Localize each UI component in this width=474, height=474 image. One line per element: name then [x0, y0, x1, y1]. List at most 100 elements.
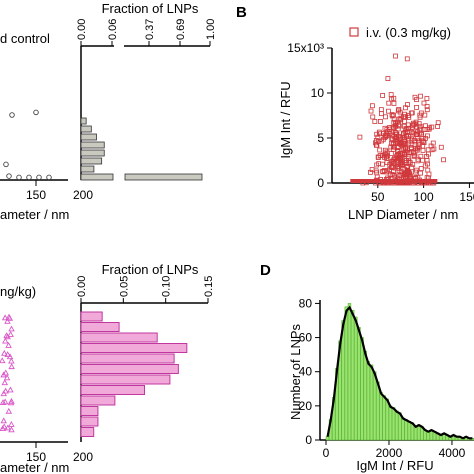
panel-b-point — [425, 147, 431, 153]
panel-c-hist-ticks: 0.00 0.05 0.10 0.15 — [76, 276, 215, 303]
panel-c-hist-bar — [80, 322, 120, 332]
panel-b-point — [389, 112, 395, 118]
panel-b-point — [382, 151, 388, 157]
panel-c-hist-bar — [80, 332, 158, 343]
panel-b-xtick-label: 100 — [414, 190, 434, 204]
panel-b-point — [404, 56, 410, 62]
panel-d-bar — [369, 364, 374, 441]
panel-b-xtick-label: 150 — [459, 190, 474, 204]
panel-c-hist-bar — [80, 416, 99, 427]
panel-b-point — [396, 107, 402, 112]
panel-c-point — [4, 333, 11, 340]
panel-b-point — [398, 141, 404, 147]
panel-d-bar — [350, 309, 355, 441]
panel-c-point — [8, 426, 15, 433]
panel-b-point — [413, 121, 419, 127]
panel-b-point — [415, 156, 421, 162]
panel-b-point — [385, 153, 390, 159]
panel-b-point — [405, 149, 411, 155]
panel-d-bar — [407, 420, 412, 441]
panel-c-point — [5, 341, 12, 348]
panel-c-point — [2, 387, 9, 394]
panel-b-point — [400, 131, 406, 137]
panel-b-point — [375, 134, 381, 140]
panel-a-histogram: Fraction of LNPs 0.00 0.06 0.37 0.69 1.00 20… — [73, 1, 217, 202]
panel-a-hist-bar — [80, 149, 105, 157]
panel-b-point — [391, 95, 397, 101]
panel-b-ytick-label: 0 — [317, 176, 324, 190]
panel-b-point — [416, 121, 422, 127]
panel-c-hist-tick-label: 0.15 — [203, 276, 215, 297]
panel-b-label: B — [236, 4, 247, 21]
panel-c-hist-bar — [80, 353, 175, 364]
panel-d-fit-line — [326, 305, 473, 440]
panel-a-point — [46, 174, 52, 181]
panel-c-hist-title: Fraction of LNPs — [102, 262, 199, 277]
panel-b-point — [402, 145, 408, 151]
panel-b-ytick-label: 5 — [317, 131, 324, 145]
panel-b-point — [391, 112, 396, 118]
panel-b-point — [397, 150, 403, 156]
panel-d-ytick-label: 40 — [299, 365, 313, 379]
panel-b-ytick-label: 15x10³ — [287, 41, 324, 55]
panel-c-hist-bar — [80, 311, 103, 322]
panel-b-point — [398, 135, 403, 141]
panel-b-point — [405, 113, 411, 118]
panel-c-hist-tick-label: 0.00 — [76, 276, 88, 297]
panel-b-point — [401, 138, 407, 144]
panel-c-hist-bar — [80, 385, 145, 395]
panel-b-point — [425, 133, 430, 139]
panel-d-bar — [354, 316, 358, 441]
panel-d-bar — [347, 303, 352, 441]
panel-b-point — [426, 126, 432, 132]
panel-b-point — [424, 104, 430, 109]
panel-c-hist-bar — [80, 364, 179, 374]
panel-c-point — [8, 363, 15, 370]
panel-b-point — [375, 154, 381, 160]
panel-b-point — [388, 92, 394, 97]
panel-b-point — [418, 170, 423, 176]
panel-b-point — [384, 131, 389, 137]
panel-b-point — [441, 157, 446, 163]
panel-b-point — [405, 156, 411, 162]
panel-d-bar — [366, 361, 371, 441]
panel-b-point — [414, 97, 419, 103]
panel-c-scatter: ng/kg) 150 ameter / nm — [0, 284, 69, 474]
panel-d-label: D — [260, 262, 271, 279]
panel-b-point — [418, 153, 424, 159]
panel-b-point — [401, 114, 406, 120]
panel-c-hist-bar — [80, 343, 188, 353]
panel-b-point — [410, 161, 416, 167]
panel-d-histogram: D Number of LNPs 0 2000 4000 0 20 40 60 80 IgM … — [260, 262, 474, 473]
panel-b-point — [412, 145, 418, 151]
panel-c-hist-tick-label: 0.10 — [161, 276, 173, 297]
panel-a-hist-tick-label: 0.37 — [144, 19, 156, 40]
panel-c-hist-tick-label: 0.05 — [118, 276, 130, 297]
panel-a-point — [3, 161, 9, 168]
panel-b-point — [380, 161, 385, 167]
panel-b-point — [409, 129, 415, 135]
panel-d-bar — [391, 407, 396, 441]
panel-a-point — [9, 112, 15, 118]
panel-d-bar — [325, 436, 330, 441]
panel-b-point — [391, 125, 397, 131]
panel-d-bars — [325, 303, 474, 441]
panel-c-point — [3, 374, 11, 381]
panel-b-point — [383, 114, 388, 120]
panel-c-xtick-150: 150 — [26, 450, 46, 464]
panel-a-xtick-150: 150 — [26, 188, 46, 202]
panel-a-hist-ticks: 0.00 0.06 0.37 0.69 1.00 — [76, 19, 217, 185]
panel-d-ytick-label: 0 — [305, 433, 312, 447]
panel-a-hist-bars — [80, 117, 203, 181]
panel-b-point — [409, 136, 415, 142]
panel-d-xtick-label: 4000 — [439, 446, 466, 460]
panel-b-point — [414, 104, 419, 110]
panel-c-point — [8, 420, 15, 427]
panel-c-point — [6, 314, 14, 321]
panel-d-bar — [385, 398, 389, 441]
panel-b-point — [385, 76, 391, 81]
panel-d-xtick-label: 2000 — [376, 446, 403, 460]
panel-c-point — [4, 351, 11, 358]
panel-b-point — [398, 117, 404, 123]
panel-d-bar — [401, 417, 405, 441]
